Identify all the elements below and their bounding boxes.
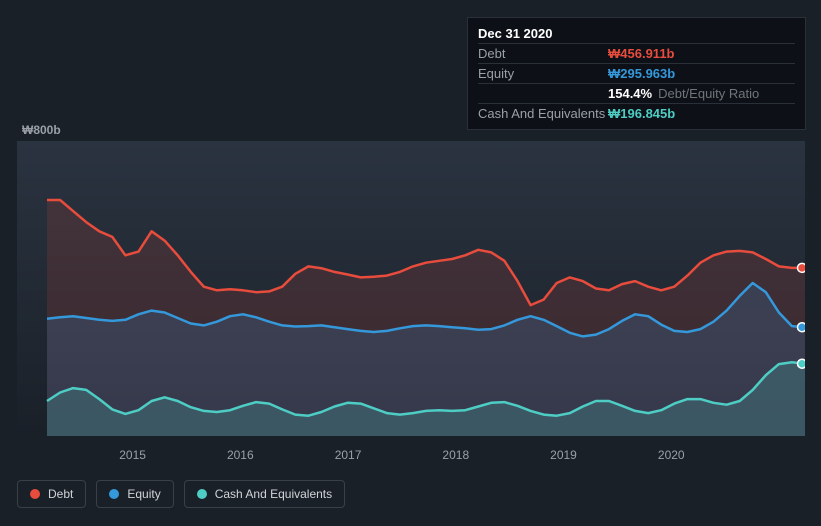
series-end-marker [798, 323, 806, 332]
tooltip-value: 154.4%Debt/Equity Ratio [608, 86, 759, 101]
legend-item-equity[interactable]: Equity [96, 480, 173, 508]
x-axis-tick: 2019 [550, 448, 577, 462]
x-axis-tick: 2020 [658, 448, 685, 462]
legend-label: Debt [48, 487, 73, 501]
legend-swatch [197, 489, 207, 499]
legend-item-debt[interactable]: Debt [17, 480, 86, 508]
tooltip-value: ₩295.963b [608, 66, 675, 81]
tooltip-label: Cash And Equivalents [478, 106, 608, 121]
tooltip-row: 154.4%Debt/Equity Ratio [478, 84, 795, 104]
series-end-marker [798, 359, 806, 368]
legend-swatch [109, 489, 119, 499]
y-axis-top-label: ₩800b [22, 123, 61, 137]
x-axis-tick: 2016 [227, 448, 254, 462]
x-axis-tick: 2015 [119, 448, 146, 462]
x-axis-tick: 2018 [442, 448, 469, 462]
legend-label: Equity [127, 487, 160, 501]
tooltip-row: Equity₩295.963b [478, 64, 795, 84]
tooltip-row: Debt₩456.911b [478, 44, 795, 64]
tooltip-date: Dec 31 2020 [478, 24, 795, 44]
tooltip-label: Equity [478, 66, 608, 81]
series-end-marker [798, 263, 806, 272]
legend-item-cash-and-equivalents[interactable]: Cash And Equivalents [184, 480, 345, 508]
legend-label: Cash And Equivalents [215, 487, 332, 501]
tooltip-row: Cash And Equivalents₩196.845b [478, 104, 795, 123]
legend-swatch [30, 489, 40, 499]
tooltip-label: Debt [478, 46, 608, 61]
x-axis-tick: 2017 [335, 448, 362, 462]
legend: Debt Equity Cash And Equivalents [17, 480, 345, 508]
chart-plot-area[interactable] [17, 141, 805, 436]
tooltip-value: ₩456.911b [608, 46, 675, 61]
chart-tooltip: Dec 31 2020 Debt₩456.911bEquity₩295.963b… [467, 17, 806, 130]
tooltip-label [478, 86, 608, 101]
chart-svg [17, 141, 805, 436]
tooltip-value: ₩196.845b [608, 106, 675, 121]
tooltip-secondary: Debt/Equity Ratio [658, 86, 759, 101]
